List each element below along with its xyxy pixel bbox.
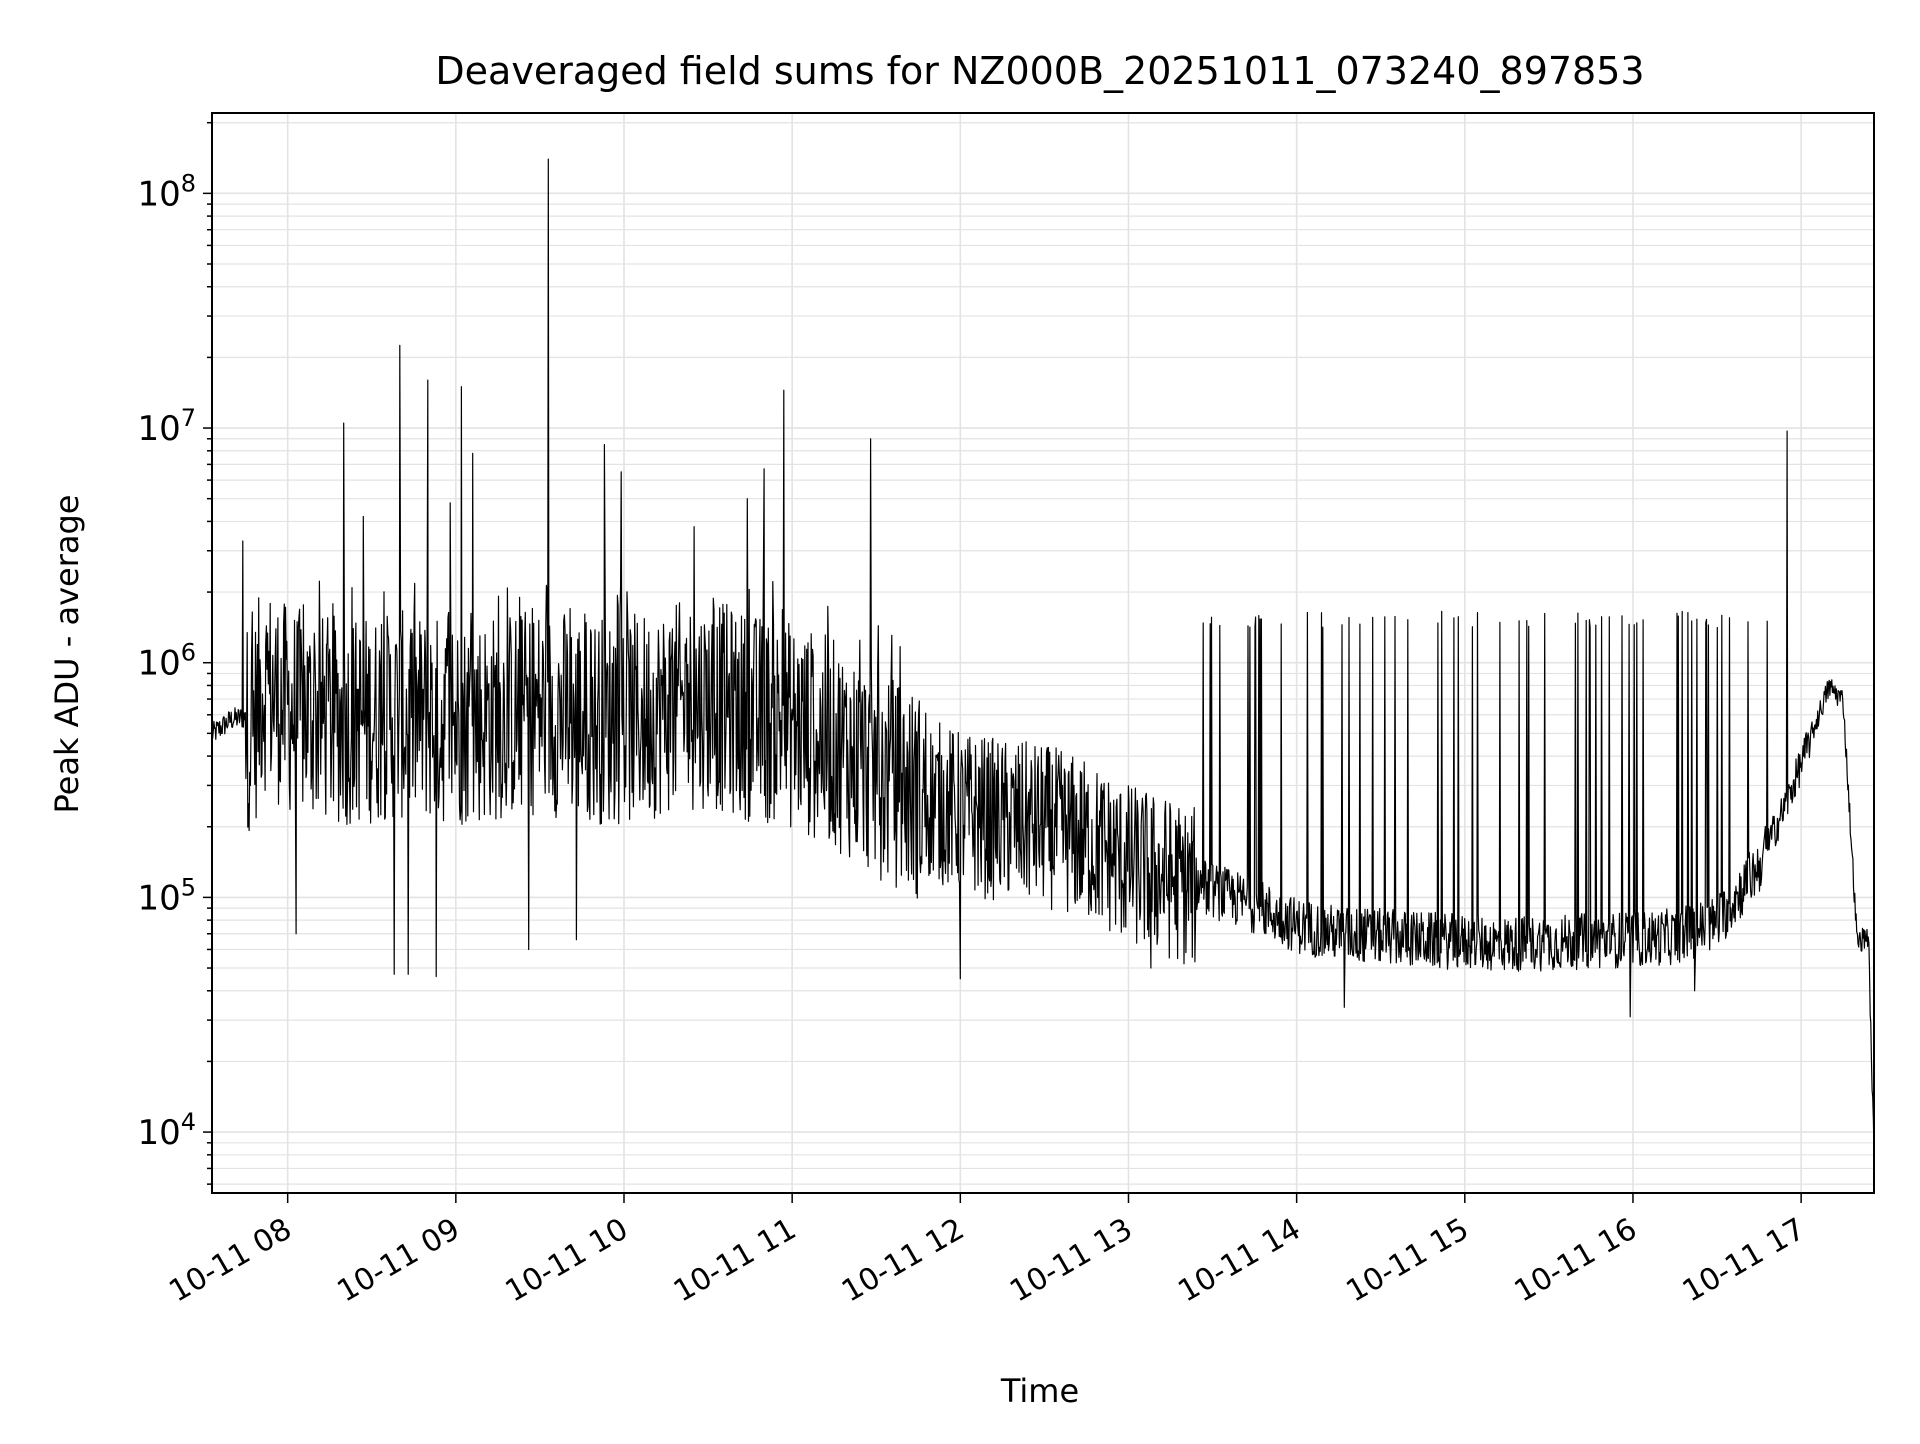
- y-tick-label-base: 10: [137, 644, 180, 684]
- y-tick-label-base: 10: [137, 409, 180, 449]
- y-tick-label: 105: [137, 873, 196, 918]
- series-line: [211, 158, 1875, 1155]
- y-tick-label-base: 10: [137, 1113, 180, 1153]
- y-tick-label-exponent: 5: [181, 873, 196, 901]
- y-tick-label: 104: [137, 1108, 196, 1153]
- plot-area: [211, 158, 1875, 1155]
- y-tick-label-base: 10: [137, 878, 180, 918]
- x-axis-label: Time: [1000, 1372, 1079, 1410]
- y-tick-label: 106: [137, 639, 196, 684]
- y-tick-label-exponent: 8: [181, 169, 196, 197]
- y-tick-label: 107: [137, 404, 196, 449]
- y-tick-label: 108: [137, 169, 196, 214]
- y-tick-label-exponent: 6: [181, 639, 196, 667]
- plot-frame: [211, 112, 1875, 1194]
- y-tick-label-exponent: 7: [181, 404, 196, 432]
- y-tick-label-base: 10: [137, 174, 180, 214]
- y-axis-label: Peak ADU - average: [48, 495, 86, 814]
- y-tick-label-exponent: 4: [181, 1108, 196, 1136]
- chart-title: Deaveraged field sums for NZ000B_2025101…: [435, 49, 1644, 93]
